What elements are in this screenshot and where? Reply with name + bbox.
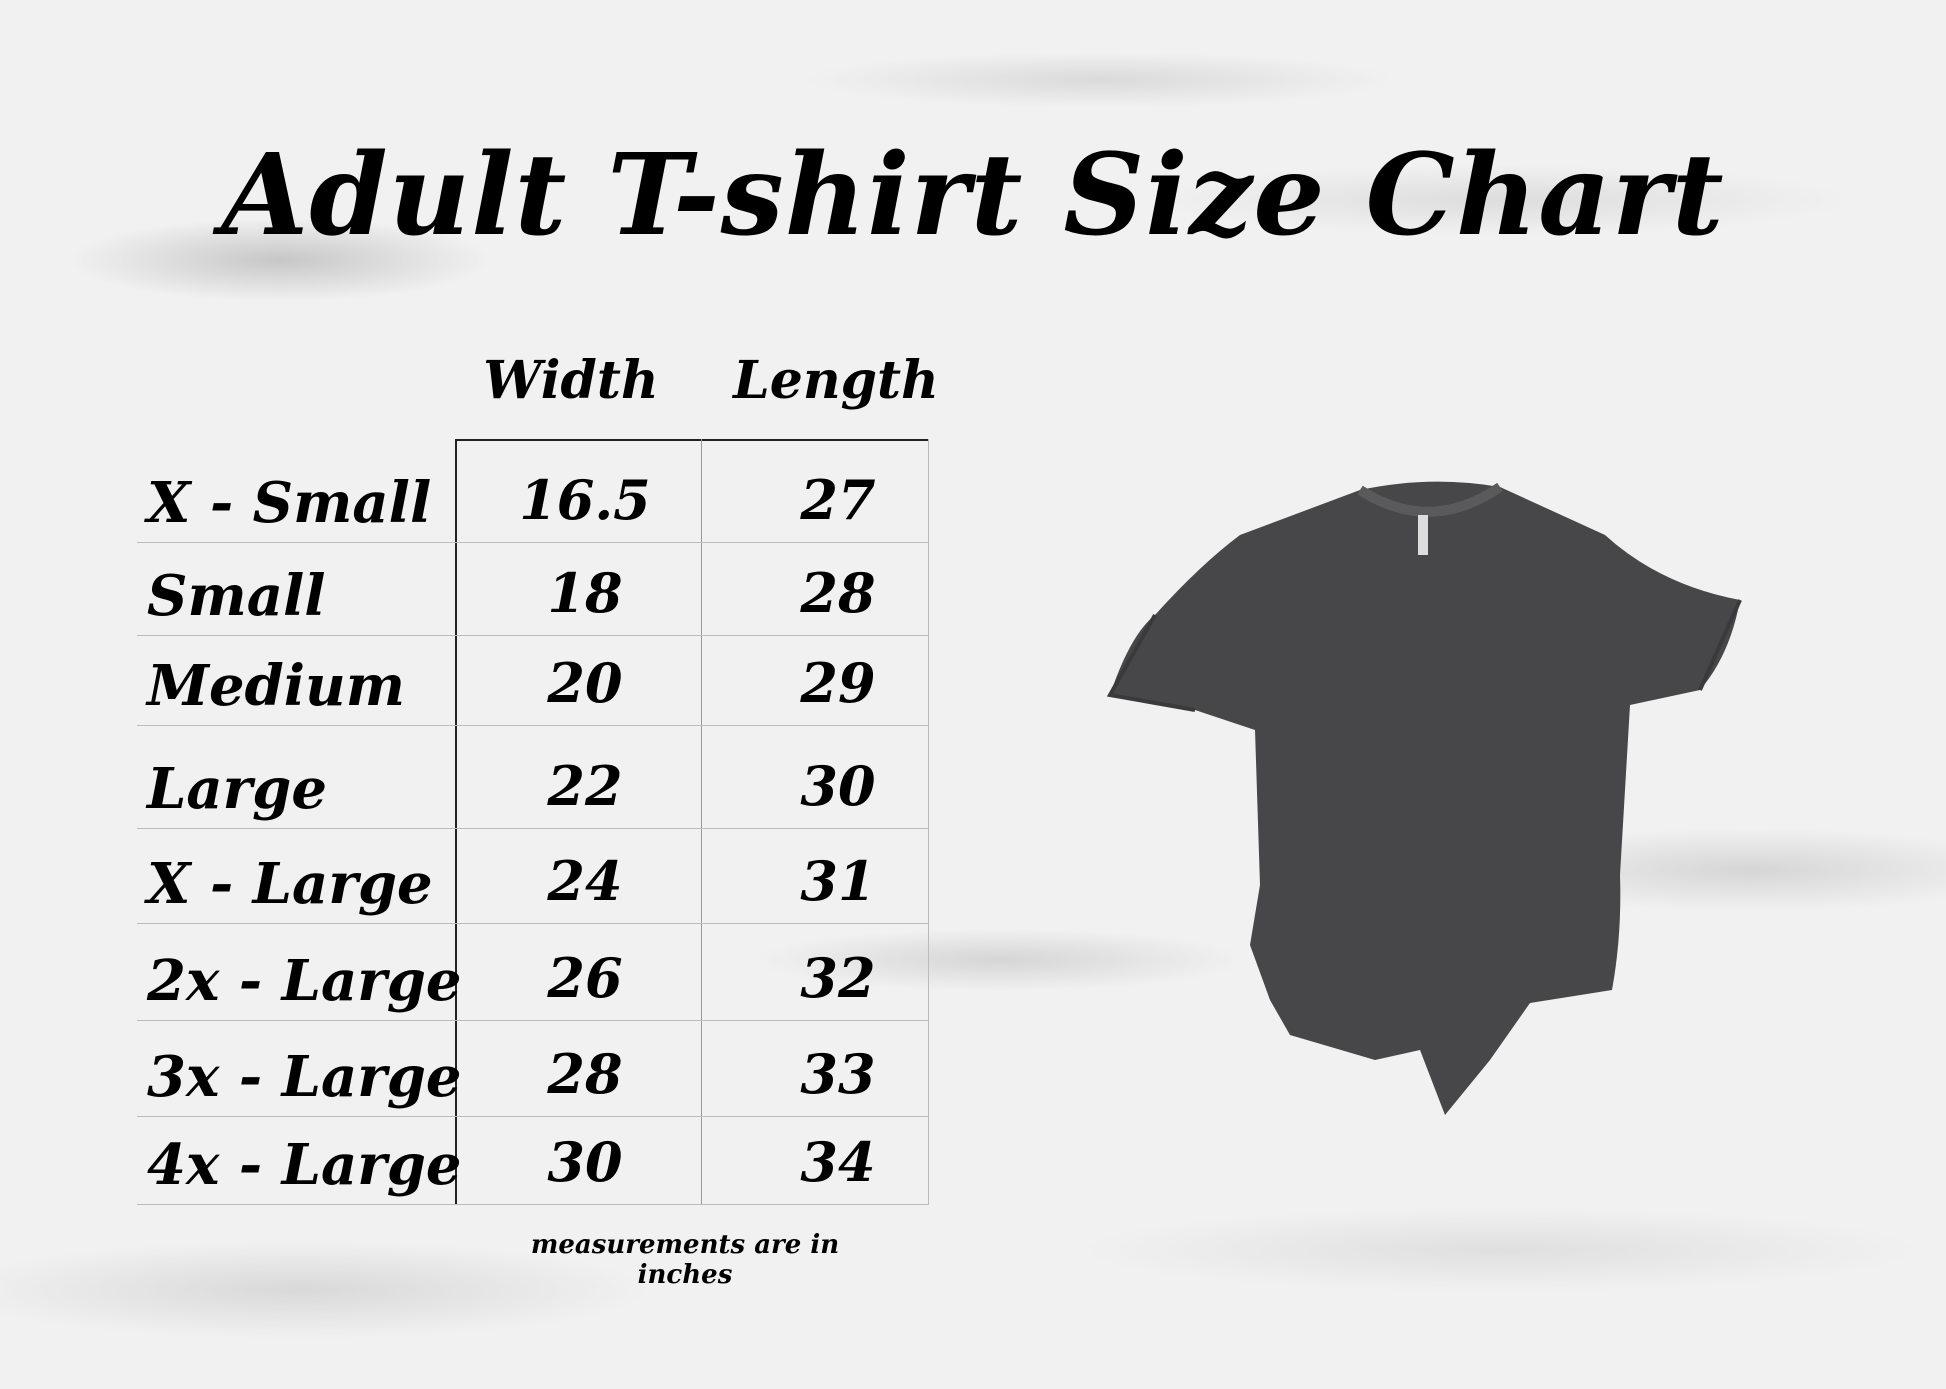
size-label: Medium — [147, 653, 406, 719]
table-right-border — [928, 439, 929, 1205]
width-value: 24 — [547, 849, 623, 913]
size-label: 4x - Large — [147, 1132, 462, 1198]
table-row: Small 18 28 — [137, 542, 928, 636]
table-row: Large 22 30 — [137, 725, 928, 829]
table-row: Medium 20 29 — [137, 635, 928, 726]
width-value: 22 — [547, 754, 623, 818]
length-value: 34 — [800, 1130, 876, 1194]
size-label: Small — [147, 563, 326, 629]
size-label: 2x - Large — [147, 948, 462, 1014]
size-label: 3x - Large — [147, 1044, 462, 1110]
width-value: 16.5 — [519, 468, 651, 532]
table-row: X - Small 16.5 27 — [137, 439, 928, 543]
table-row: 4x - Large 30 34 — [137, 1116, 928, 1205]
length-value: 32 — [800, 946, 876, 1010]
length-value: 29 — [800, 651, 876, 715]
width-value: 28 — [547, 1042, 623, 1106]
table-row: X - Large 24 31 — [137, 828, 928, 924]
length-value: 28 — [800, 561, 876, 625]
t-shirt-body — [1110, 481, 1740, 1116]
column-header-width: Width — [483, 350, 659, 411]
measurement-note: measurements are in inches — [530, 1230, 840, 1290]
table-left-border — [455, 439, 457, 1205]
width-value: 18 — [547, 561, 623, 625]
table-row: 3x - Large 28 33 — [137, 1020, 928, 1117]
page-title: Adult T-shirt Size Chart — [221, 130, 1725, 261]
length-value: 33 — [800, 1042, 876, 1106]
width-value: 26 — [547, 946, 623, 1010]
length-value: 31 — [800, 849, 876, 913]
length-value: 30 — [800, 754, 876, 818]
size-label: X - Small — [147, 470, 432, 536]
t-shirt-icon — [1106, 481, 1742, 1116]
table-top-border — [455, 439, 928, 441]
column-divider — [701, 439, 702, 1205]
length-value: 27 — [800, 468, 876, 532]
table-row: 2x - Large 26 32 — [137, 923, 928, 1021]
size-label: Large — [147, 756, 327, 822]
width-value: 30 — [547, 1130, 623, 1194]
size-label: X - Large — [147, 851, 433, 917]
column-header-length: Length — [733, 350, 939, 411]
width-value: 20 — [547, 651, 623, 715]
